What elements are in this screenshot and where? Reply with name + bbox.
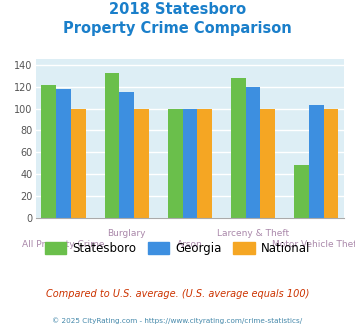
Bar bbox=[42, 84, 56, 218]
Bar bbox=[104, 73, 119, 218]
Bar bbox=[309, 105, 323, 218]
Text: © 2025 CityRating.com - https://www.cityrating.com/crime-statistics/: © 2025 CityRating.com - https://www.city… bbox=[53, 317, 302, 324]
Bar bbox=[71, 109, 86, 218]
Bar bbox=[119, 92, 134, 218]
Bar bbox=[168, 109, 182, 218]
Text: Larceny & Theft: Larceny & Theft bbox=[217, 229, 289, 238]
Text: Arson: Arson bbox=[177, 240, 203, 249]
Legend: Statesboro, Georgia, National: Statesboro, Georgia, National bbox=[40, 237, 315, 260]
Text: Property Crime Comparison: Property Crime Comparison bbox=[63, 21, 292, 36]
Text: Compared to U.S. average. (U.S. average equals 100): Compared to U.S. average. (U.S. average … bbox=[46, 289, 309, 299]
Text: Motor Vehicle Theft: Motor Vehicle Theft bbox=[272, 240, 355, 249]
Bar bbox=[323, 109, 338, 218]
Text: 2018 Statesboro: 2018 Statesboro bbox=[109, 2, 246, 16]
Bar bbox=[134, 109, 149, 218]
Bar bbox=[261, 109, 275, 218]
Text: Burglary: Burglary bbox=[108, 229, 146, 238]
Bar bbox=[182, 109, 197, 218]
Bar bbox=[246, 87, 261, 218]
Bar bbox=[294, 165, 309, 218]
Bar bbox=[231, 78, 246, 218]
Bar bbox=[197, 109, 212, 218]
Text: All Property Crime: All Property Crime bbox=[22, 240, 105, 249]
Bar bbox=[56, 89, 71, 218]
